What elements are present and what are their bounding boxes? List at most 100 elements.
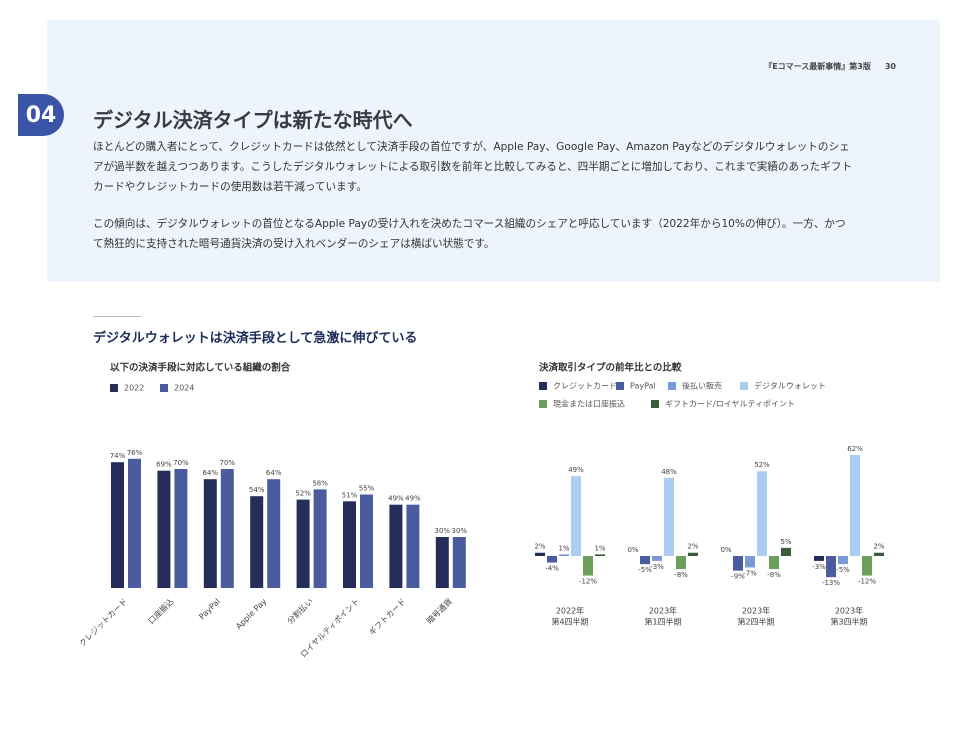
value-label: 52%: [754, 461, 770, 469]
value-label: 55%: [359, 485, 375, 493]
page-header: 『Eコマース最新事情』第3版 30: [750, 61, 896, 72]
bar: [862, 556, 872, 576]
bar: [676, 556, 686, 570]
bar: [452, 537, 466, 588]
value-label: -3%: [650, 563, 664, 571]
bar: [826, 556, 836, 578]
bar: [640, 556, 650, 565]
bar: [389, 504, 403, 588]
bar: [360, 494, 373, 588]
bar: [296, 499, 310, 588]
x-tick-label: 分割払い: [285, 596, 315, 626]
value-label: -7%: [743, 569, 757, 577]
publication: 『Eコマース最新事情』第3版: [764, 62, 871, 71]
bar: [128, 458, 141, 588]
bar: [571, 476, 581, 556]
bar: [250, 496, 264, 588]
value-label: 0%: [627, 546, 638, 554]
chart-title: 以下の決済手段に対応している組織の割合: [110, 362, 291, 374]
value-label: 0%: [720, 546, 731, 554]
bar: [220, 469, 234, 588]
value-label: 2%: [534, 543, 545, 551]
legend-label: デジタルウォレット: [754, 381, 826, 391]
bar: [874, 552, 884, 556]
value-label: 64%: [266, 469, 282, 477]
value-label: 64%: [203, 469, 219, 477]
bar: [757, 471, 767, 556]
x-tick-label: 口座振込: [146, 596, 176, 626]
value-label: -8%: [767, 571, 781, 579]
legend-label: 現金または口座振込: [553, 399, 625, 409]
bar: [838, 556, 848, 565]
value-label: 49%: [405, 495, 421, 503]
section-number: 04: [18, 94, 64, 136]
legend-swatch: [110, 384, 118, 392]
x-tick-label: 第1四半期: [644, 617, 681, 627]
x-tick-label: 2023年: [835, 606, 863, 616]
value-label: 58%: [312, 479, 328, 487]
bar: [769, 556, 779, 570]
value-label: -13%: [822, 579, 840, 587]
x-tick-label: 暗号通貨: [424, 596, 454, 626]
bar: [745, 556, 755, 568]
x-tick-label: 第4四半期: [551, 617, 588, 627]
value-label: 54%: [249, 486, 265, 494]
bar: [267, 479, 281, 588]
legend-label: 2022: [124, 384, 144, 393]
legend-swatch: [539, 400, 547, 408]
paragraph: この傾向は、デジタルウォレットの首位となるApple Payの受け入れを決めたコ…: [93, 218, 846, 250]
value-label: 52%: [295, 490, 311, 498]
page-number: 30: [884, 62, 896, 71]
section-title: デジタル決済タイプは新たな時代へ: [93, 108, 413, 132]
value-label: 51%: [342, 491, 358, 499]
chart-title: 決済取引タイプの前年比との比較: [539, 362, 682, 374]
value-label: -5%: [638, 566, 652, 574]
value-label: 62%: [847, 445, 863, 453]
bar: [435, 537, 449, 588]
value-label: 70%: [173, 459, 189, 467]
value-label: 1%: [594, 544, 605, 552]
bar: [157, 470, 171, 588]
bar: [343, 501, 356, 588]
bar: [406, 504, 420, 588]
x-tick-label: 第2四半期: [737, 617, 774, 627]
value-label: -4%: [545, 565, 559, 573]
bar: [733, 556, 743, 571]
value-label: -5%: [836, 566, 850, 574]
value-label: 30%: [452, 527, 468, 535]
divider: [93, 316, 141, 317]
value-label: 76%: [127, 449, 143, 457]
paragraph: ほとんどの購入者にとって、クレジットカードは依然として決済手段の首位ですが、Ap…: [93, 141, 853, 193]
bar: [174, 469, 188, 588]
value-label: 2%: [873, 543, 884, 551]
bar: [664, 477, 674, 556]
x-tick-label: ギフトカード: [367, 597, 407, 637]
bar: [313, 489, 327, 588]
value-label: -12%: [579, 578, 597, 586]
x-tick-label: クレジットカード: [78, 597, 130, 649]
bar: [850, 454, 860, 556]
x-tick-label: Apple Pay: [234, 597, 268, 631]
legend-swatch: [668, 382, 676, 390]
value-label: 49%: [388, 495, 404, 503]
value-label: -3%: [812, 563, 826, 571]
value-label: 2%: [687, 543, 698, 551]
value-label: 70%: [220, 459, 236, 467]
value-label: -9%: [731, 573, 745, 581]
x-tick-label: PayPal: [197, 597, 222, 622]
bar: [535, 552, 545, 556]
bar: [203, 479, 217, 588]
value-label: 69%: [156, 461, 172, 469]
x-tick-label: 2023年: [649, 606, 677, 616]
legend-label: PayPal: [630, 382, 656, 391]
legend-label: 2024: [174, 384, 194, 393]
bar: [595, 554, 605, 556]
value-label: 5%: [780, 538, 791, 546]
value-label: 48%: [661, 468, 677, 476]
value-label: -8%: [674, 571, 688, 579]
legend-swatch: [160, 384, 168, 392]
x-tick-label: 第3四半期: [830, 617, 867, 627]
legend-label: クレジットカード: [553, 382, 617, 391]
